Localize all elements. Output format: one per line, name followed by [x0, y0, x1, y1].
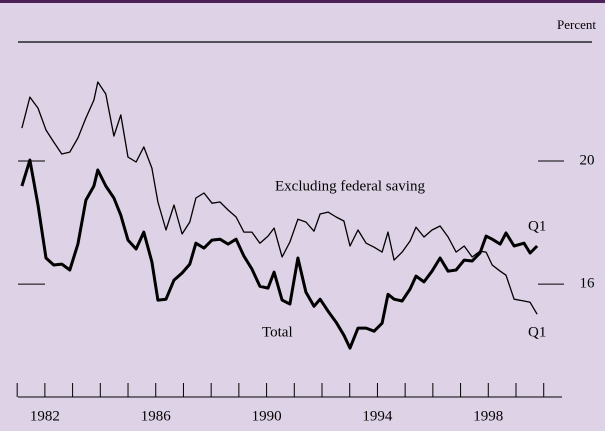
annotation: Q1 [528, 324, 546, 340]
annotation: Excluding federal saving [275, 178, 425, 194]
unit-label: Percent [557, 17, 596, 32]
series-line [20, 158, 539, 350]
y-tick-label: 20 [580, 152, 595, 168]
x-tick-label: 1998 [473, 408, 503, 424]
annotation: Q1 [528, 218, 546, 234]
x-tick-label: 1994 [362, 408, 393, 424]
x-tick-label: 1986 [141, 408, 172, 424]
y-tick-label: 16 [580, 276, 596, 292]
annotation: Total [262, 324, 293, 340]
x-tick-label: 1982 [30, 408, 60, 424]
x-tick-label: 1990 [252, 408, 282, 424]
series-line [21, 81, 538, 315]
